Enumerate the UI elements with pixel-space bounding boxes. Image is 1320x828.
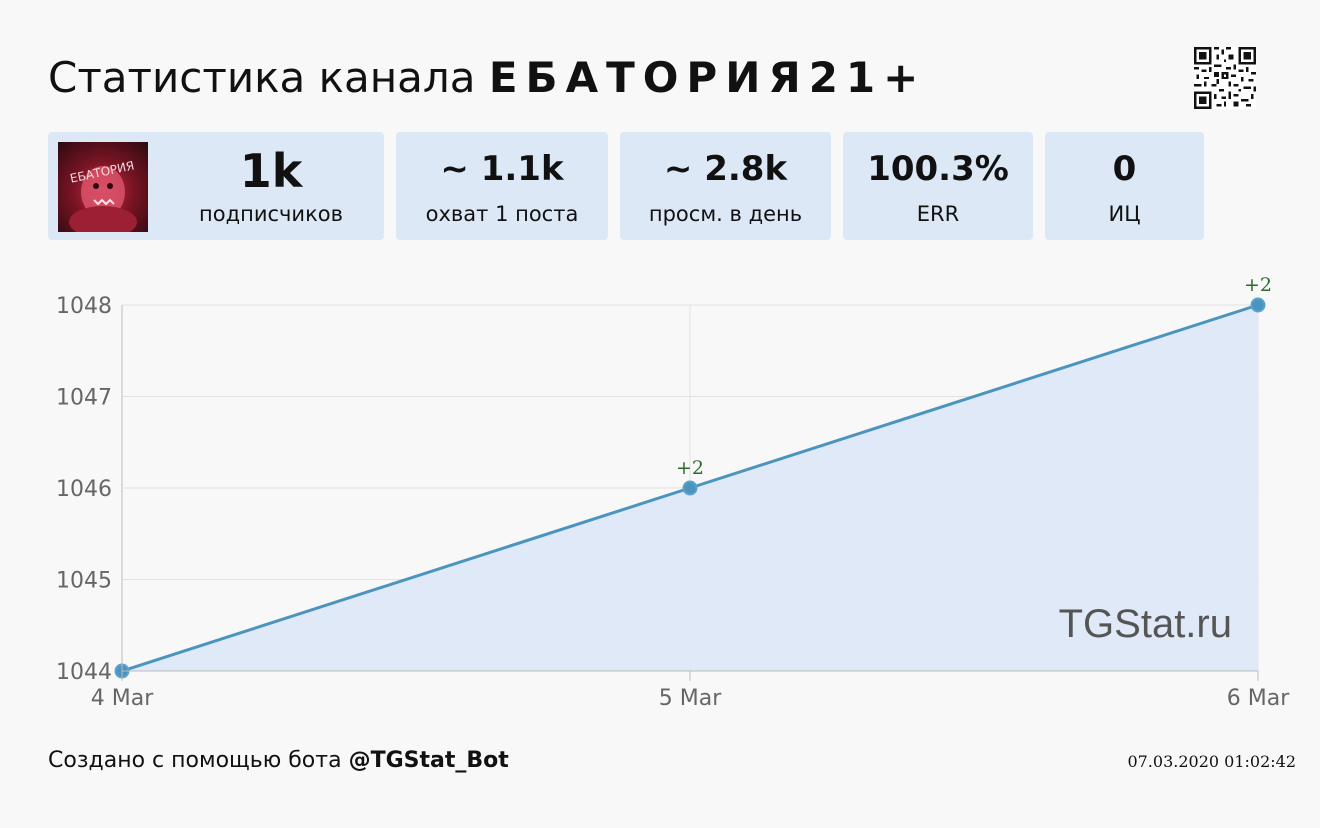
citation-index-card: 0 ИЦ	[1045, 132, 1204, 240]
bot-link[interactable]: @TGStat_Bot	[348, 748, 509, 773]
delta-label: +2	[676, 457, 704, 479]
citation-index-label: ИЦ	[1108, 202, 1141, 226]
delta-label: +2	[1244, 274, 1272, 296]
data-point	[682, 480, 698, 496]
reach-card: ~ 1.1k охват 1 поста	[396, 132, 608, 240]
daily-views-card: ~ 2.8k просм. в день	[620, 132, 831, 240]
citation-index-value: 0	[1112, 149, 1137, 189]
data-point	[1250, 297, 1266, 313]
y-tick-label: 1045	[56, 569, 112, 594]
footer-prefix: Создано с помощью бота	[48, 748, 342, 773]
footer-credit: Создано с помощью бота @TGStat_Bot	[48, 746, 509, 776]
subscribers-label: подписчиков	[199, 202, 343, 226]
err-value: 100.3%	[867, 149, 1009, 189]
channel-name: ЕБАТОРИЯ21+	[488, 53, 927, 102]
x-tick-label: 5 Mar	[659, 686, 722, 711]
y-tick-label: 1048	[56, 294, 112, 319]
y-tick-label: 1047	[56, 386, 112, 411]
subscribers-card: ЕБАТОРИЯ 1k подписчиков	[48, 132, 384, 240]
page-title: Статистика канала ЕБАТОРИЯ21+	[48, 50, 926, 106]
daily-views-value: ~ 2.8k	[663, 149, 788, 189]
watermark: TGStat.ru	[1059, 602, 1232, 646]
y-tick-label: 1046	[56, 477, 112, 502]
subscribers-chart: +2 +2 1044 1045 1046 1047 1048 4 Mar 5 Mar 6 Mar…	[56, 274, 1290, 711]
err-card: 100.3% ERR	[843, 132, 1033, 240]
y-tick-label: 1044	[56, 660, 112, 685]
reach-label: охват 1 поста	[425, 202, 579, 226]
channel-avatar: ЕБАТОРИЯ	[58, 142, 148, 232]
footer-timestamp: 07.03.2020 01:02:42	[1127, 752, 1296, 771]
qr-code-icon	[1194, 47, 1256, 109]
chart-axes: 1044 1045 1046 1047 1048 4 Mar 5 Mar 6 Mar	[56, 294, 1290, 711]
err-label: ERR	[916, 202, 960, 226]
subscribers-value: 1k	[239, 144, 303, 198]
x-tick-label: 6 Mar	[1227, 686, 1290, 711]
x-tick-label: 4 Mar	[91, 686, 154, 711]
daily-views-label: просм. в день	[648, 202, 803, 226]
reach-value: ~ 1.1k	[440, 149, 564, 189]
title-prefix: Статистика канала	[48, 53, 476, 102]
